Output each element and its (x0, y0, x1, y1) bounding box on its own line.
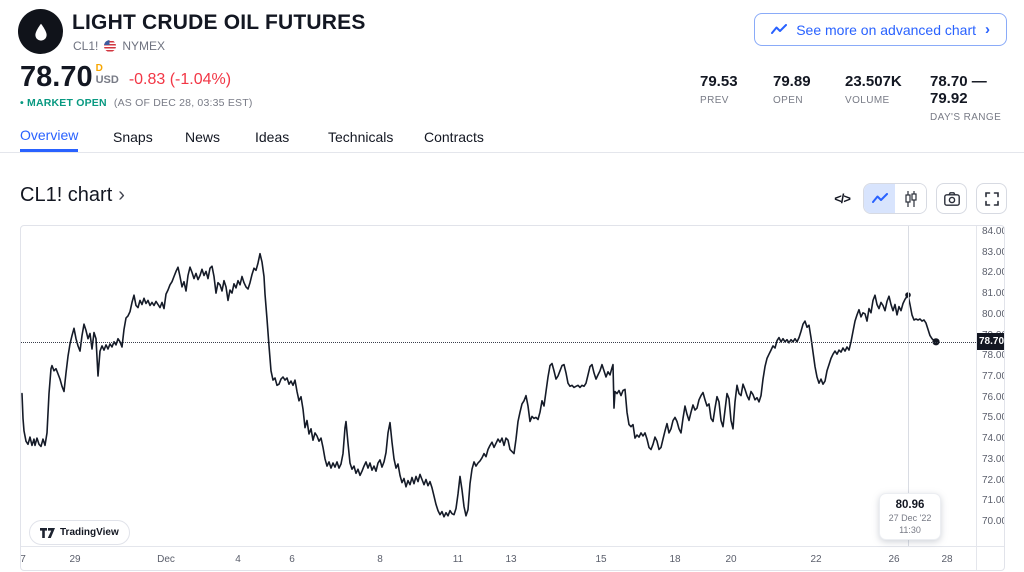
tooltip-price: 80.96 (895, 499, 925, 511)
chevron-right-icon: › (985, 21, 990, 38)
time-axis-separator (21, 546, 1004, 547)
zigzag-line-icon (771, 24, 788, 34)
market-status-row: • MARKET OPEN (AS OF DEC 28, 03:35 EST) (20, 97, 253, 109)
tab-contracts[interactable]: Contracts (424, 128, 484, 145)
advanced-chart-label: See more on advanced chart (796, 21, 976, 38)
snapshot-button[interactable] (936, 183, 967, 214)
stat-value: 79.53 (700, 73, 738, 90)
time-axis-tick: 29 (69, 554, 81, 565)
oil-drop-icon (34, 23, 47, 41)
tooltip-time: 11:30 (899, 525, 921, 535)
price-axis-tick: 84.00 (982, 226, 1005, 237)
stat-label: VOLUME (845, 95, 890, 106)
fullscreen-button[interactable] (976, 183, 1007, 214)
as-of-timestamp: (AS OF DEC 28, 03:35 EST) (113, 97, 253, 109)
price-axis-tick: 72.00 (982, 474, 1005, 486)
time-axis-tick: 4 (235, 554, 241, 565)
price-axis-tick: 75.00 (982, 412, 1005, 424)
currency-label: USD (95, 74, 119, 86)
tab-overview[interactable]: Overview (20, 121, 79, 152)
time-axis-tick: 7 (20, 554, 26, 565)
symbol-row: CL1! NYMEX (73, 39, 165, 53)
stat-value: 23.507K (845, 73, 902, 90)
crosshair-vertical-line (908, 226, 909, 546)
price-axis-tick: 78.00 (982, 350, 1005, 362)
fullscreen-icon (984, 191, 999, 206)
tab-technicals[interactable]: Technicals (328, 128, 394, 145)
candlestick-toggle[interactable] (895, 184, 926, 213)
tab-bar: Overview Snaps News Ideas Technicals Con… (0, 121, 1024, 153)
stat-open: 79.89 OPEN (773, 73, 811, 106)
stat-days-range: 78.70 — 79.92 DAY'S RANGE (930, 73, 1024, 123)
tradingview-watermark[interactable]: TradingView (29, 520, 130, 545)
stat-value: 79.89 (773, 73, 811, 90)
price-axis-tick: 70.00 (982, 515, 1005, 527)
price-axis-tick: 81.00 (982, 288, 1005, 300)
time-axis-tick: 22 (810, 554, 822, 565)
tab-news[interactable]: News (185, 128, 221, 145)
crosshair-tooltip: 80.96 27 Dec '22 11:30 (879, 493, 941, 540)
oil-drop-logo (18, 9, 63, 54)
quote-block: 78.70 D USD -0.83 (-1.04%) (20, 62, 231, 92)
time-axis-tick: 26 (888, 554, 900, 565)
price-change: -0.83 (-1.04%) (128, 71, 232, 88)
camera-icon (943, 191, 960, 206)
symbol-ticker: CL1! (73, 39, 99, 53)
stat-label: OPEN (773, 95, 803, 106)
time-axis-tick: 18 (669, 554, 681, 565)
us-flag-icon (104, 40, 117, 52)
price-axis-separator (976, 226, 977, 570)
stat-prev: 79.53 PREV (700, 73, 738, 106)
price-axis-tick: 82.00 (982, 267, 1005, 279)
price-chart[interactable]: 84.0083.0082.0081.0080.0079.0078.0077.00… (20, 225, 1005, 571)
time-axis-tick: 20 (725, 554, 737, 565)
chart-toolbar: </> (830, 183, 1007, 214)
stat-value: 78.70 — 79.92 (930, 73, 987, 107)
price-axis-tick: 80.00 (982, 308, 1005, 320)
stat-label: DAY'S RANGE (930, 112, 1002, 123)
stat-label: PREV (700, 95, 729, 106)
price-axis-tick: 77.00 (982, 370, 1005, 382)
tab-snaps[interactable]: Snaps (113, 128, 153, 145)
tradingview-logo-icon (40, 527, 55, 538)
time-axis-tick: 28 (941, 554, 953, 565)
last-price-axis-label: 78.70 (977, 333, 1004, 351)
see-more-advanced-chart-button[interactable]: See more on advanced chart › (754, 13, 1007, 46)
line-chart-toggle[interactable] (864, 184, 895, 213)
price-axis-tick: 73.00 (982, 453, 1005, 465)
tooltip-date: 27 Dec '22 (888, 513, 932, 523)
watermark-label: TradingView (60, 527, 119, 538)
market-status-badge: • MARKET OPEN (20, 97, 107, 109)
stat-volume: 23.507K VOLUME (845, 73, 902, 106)
time-axis-tick: Dec (157, 554, 175, 565)
chart-type-toggle (863, 183, 927, 214)
chart-section-title[interactable]: CL1! chart › (20, 184, 125, 206)
time-axis-tick: 6 (289, 554, 295, 565)
price-axis-tick: 83.00 (982, 246, 1005, 258)
price-axis-tick: 76.00 (982, 391, 1005, 403)
time-axis-tick: 13 (505, 554, 517, 565)
page-title: LIGHT CRUDE OIL FUTURES (72, 11, 366, 34)
code-icon[interactable]: </> (834, 191, 851, 206)
time-axis-tick: 11 (452, 554, 464, 565)
chevron-right-icon: › (118, 184, 125, 206)
last-price-dotted-line (21, 341, 976, 343)
price-axis-tick: 71.00 (982, 495, 1005, 507)
price-line-plot (21, 252, 940, 518)
time-axis-tick: 8 (377, 554, 383, 565)
last-price: 78.70 (20, 61, 93, 93)
price-line (21, 252, 937, 518)
time-axis-tick: 15 (595, 554, 607, 565)
tab-ideas[interactable]: Ideas (255, 128, 290, 145)
line-chart-icon (871, 193, 888, 203)
exchange-name: NYMEX (122, 39, 166, 53)
price-axis-tick: 74.00 (982, 433, 1005, 445)
candlestick-icon (904, 190, 917, 207)
interval-badge: D (95, 63, 103, 74)
